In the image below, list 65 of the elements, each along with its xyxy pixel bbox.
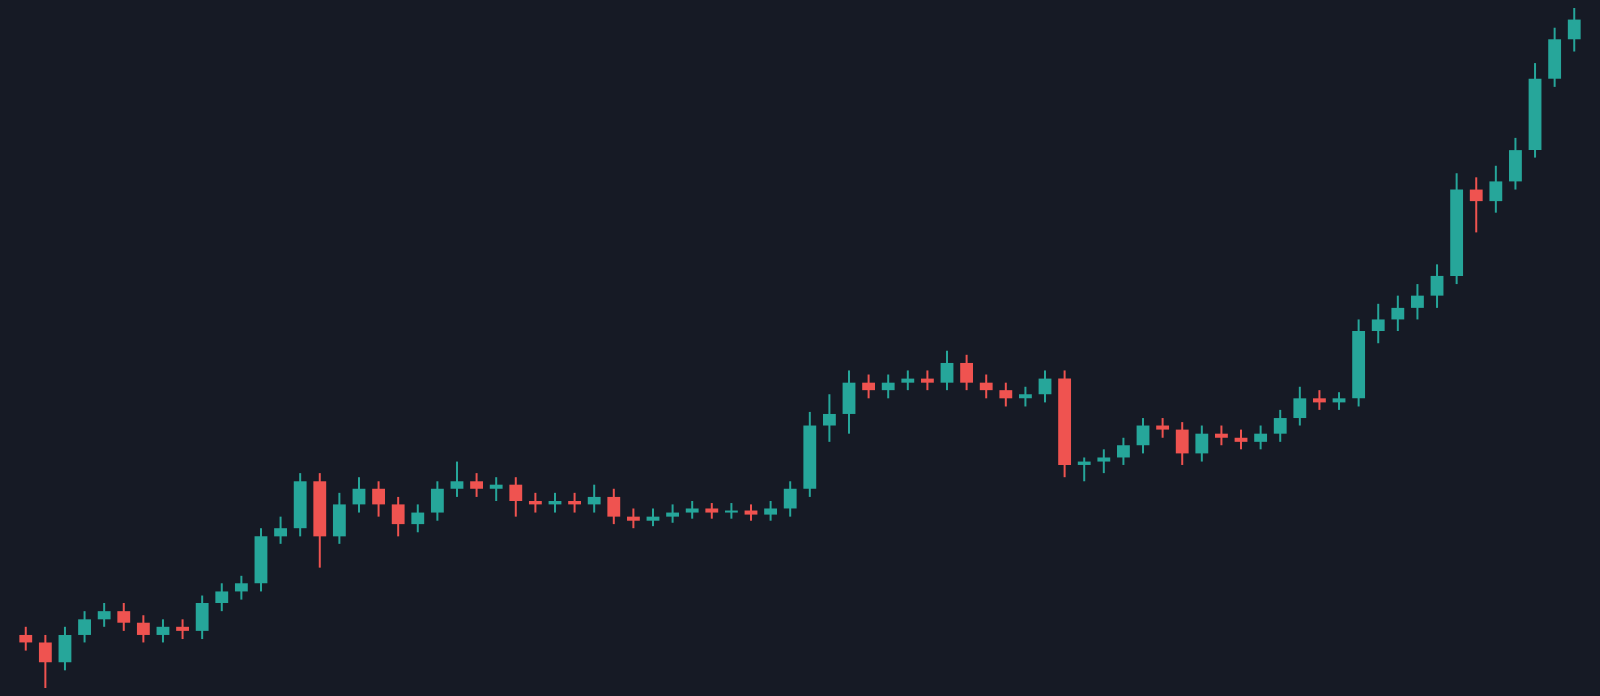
candlestick	[117, 602, 131, 632]
candlestick	[1175, 421, 1189, 466]
candlestick	[1136, 417, 1150, 455]
candlestick	[470, 472, 483, 498]
candlestick	[920, 369, 934, 392]
candlestick	[1117, 436, 1130, 466]
candlestick	[372, 480, 385, 518]
candlestick	[1313, 389, 1326, 411]
candlestick	[1371, 302, 1385, 345]
candlestick	[293, 472, 307, 538]
candlestick	[626, 507, 640, 530]
candlestick	[1567, 7, 1581, 53]
candlestick	[97, 602, 111, 628]
candlestick	[352, 476, 366, 514]
candlestick	[1254, 424, 1268, 451]
candlestick	[1469, 176, 1483, 234]
candlestick	[19, 625, 33, 652]
candlestick	[1018, 385, 1032, 408]
candlestick	[176, 618, 189, 641]
candlestick	[489, 476, 503, 502]
candlestick	[881, 373, 895, 400]
candlestick	[1430, 263, 1444, 309]
candlestick	[1293, 385, 1307, 427]
candlestick	[607, 487, 621, 526]
candlestick	[783, 480, 797, 518]
candlestick	[1234, 428, 1248, 451]
candlestick	[430, 480, 444, 522]
candlestick	[1548, 26, 1562, 88]
candlestick	[195, 594, 209, 641]
candlestick	[58, 625, 72, 672]
candlestick	[136, 614, 150, 644]
candlestick	[391, 495, 405, 538]
candlestick	[1156, 417, 1170, 439]
candlestick	[332, 491, 346, 545]
candlestick	[999, 381, 1013, 408]
candlestick	[1273, 408, 1287, 443]
candlestick	[842, 369, 856, 435]
candlestick	[411, 503, 425, 534]
candlestick	[1509, 136, 1522, 191]
candlestick	[215, 582, 229, 613]
candlestick	[666, 503, 680, 524]
candlestick	[1097, 448, 1111, 475]
candlestick	[509, 476, 523, 518]
candlestick	[450, 460, 464, 498]
candlestick	[862, 373, 876, 400]
candlestick	[1411, 283, 1424, 321]
candlestick	[78, 610, 91, 644]
candlestick	[901, 369, 915, 392]
candlestick	[822, 393, 836, 443]
candlestick	[764, 500, 778, 522]
candlestick	[1489, 164, 1503, 214]
candlestick	[1195, 424, 1209, 463]
candlestick	[587, 483, 601, 514]
candlestick	[960, 353, 974, 392]
candlestick	[274, 515, 287, 545]
candlestick	[254, 527, 268, 593]
candlestick	[940, 349, 954, 392]
candlestick	[38, 633, 52, 689]
candlestick	[724, 502, 738, 520]
candlestick	[234, 574, 248, 601]
candlestick	[1038, 369, 1052, 404]
candlestick	[1215, 424, 1228, 447]
candlestick	[1391, 294, 1405, 332]
candlestick	[979, 373, 993, 400]
candlestick	[156, 618, 170, 644]
